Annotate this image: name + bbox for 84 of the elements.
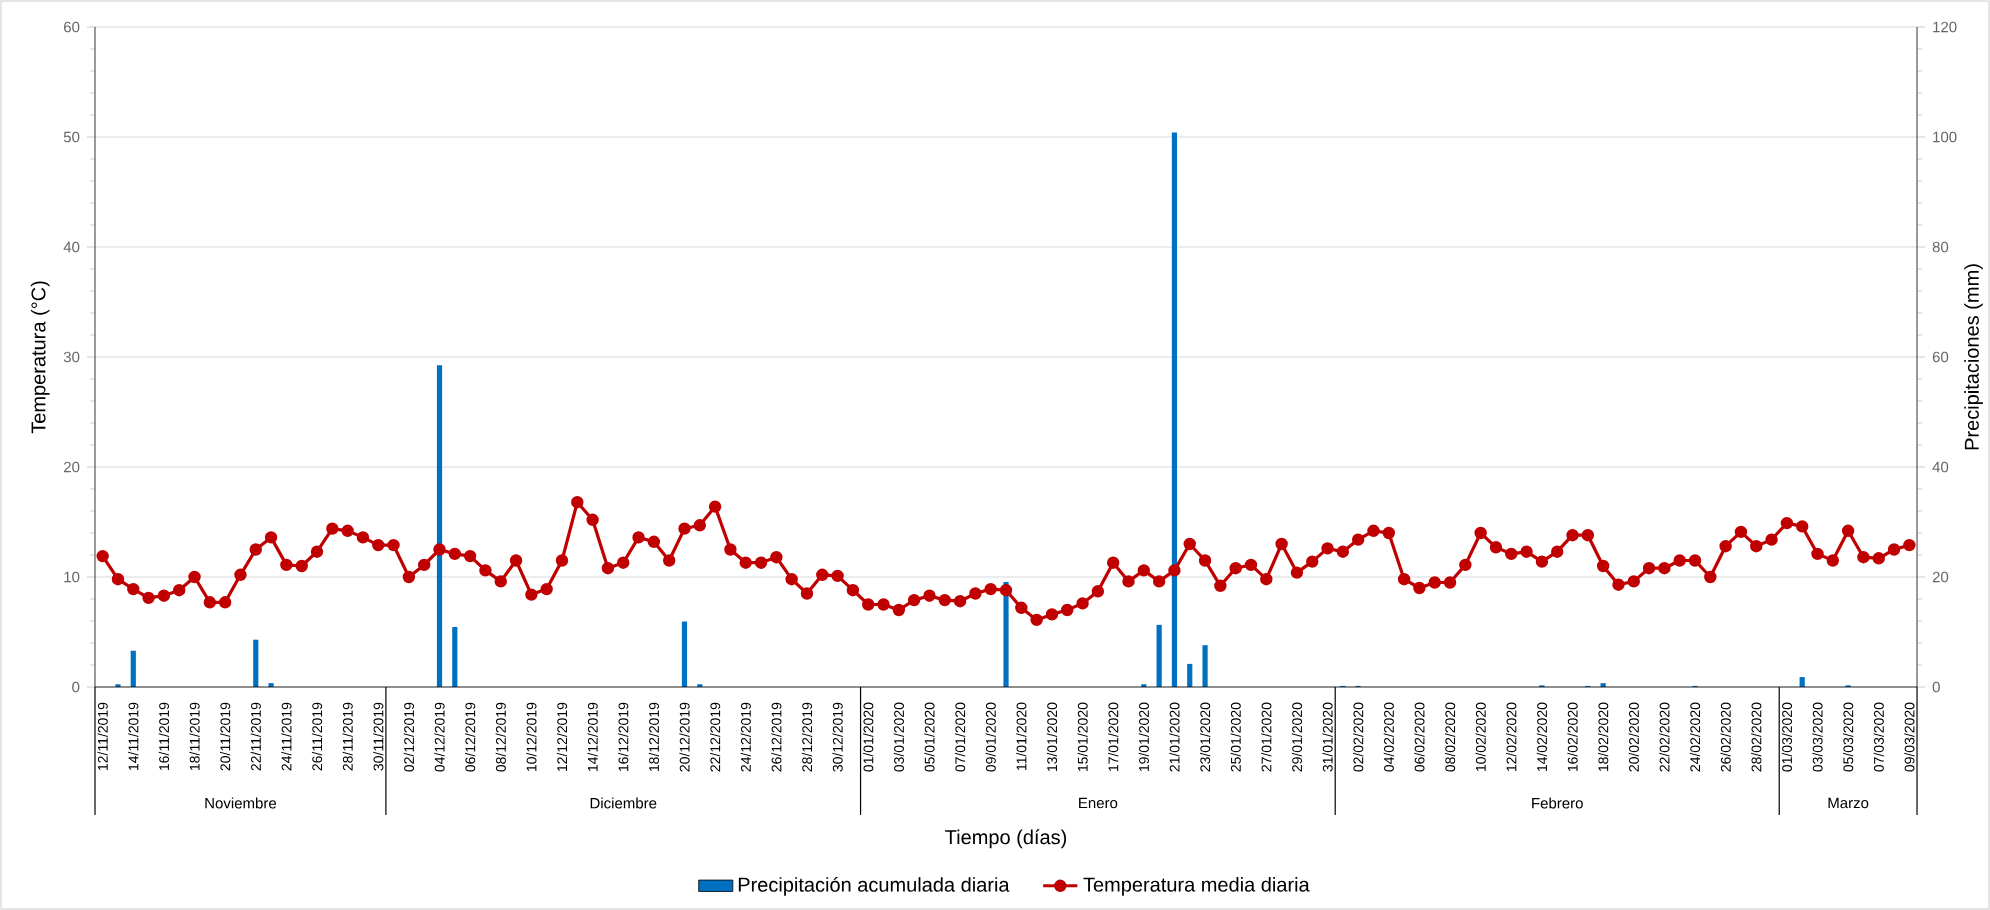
x-tick-label: 05/01/2020 — [924, 702, 935, 772]
x-tick-label: 12/12/2019 — [556, 702, 568, 772]
x-tick-label: 07/01/2020 — [954, 702, 966, 772]
y2-tick-label: 0 — [1932, 681, 1940, 693]
text: Enero — [1079, 797, 1118, 809]
y2-tick-label: 60 — [1932, 351, 1949, 363]
x-tick-label: 20/11/2019 — [220, 702, 231, 771]
x-tick-label: 12/11/2019 — [97, 702, 108, 771]
x-tick-label: 07/03/2020 — [1873, 702, 1884, 772]
x-tick-label: 10/12/2019 — [526, 702, 537, 772]
text: Febrero — [1532, 797, 1583, 809]
y2-axis-title: Precipitaciones (mm) — [1964, 264, 1983, 450]
x-tick-label: 06/02/2020 — [1414, 702, 1425, 772]
x-tick-label: 04/02/2020 — [1383, 702, 1394, 772]
y-axis-title: Temperatura (°C) — [30, 281, 50, 434]
x-tick-label: 22/11/2019 — [250, 702, 261, 771]
x-tick-label: 29/01/2020 — [1291, 702, 1303, 772]
x-tick-label: 20/02/2020 — [1628, 702, 1639, 772]
x-tick-label: 12/02/2020 — [1506, 702, 1517, 772]
x-tick-label: 16/02/2020 — [1567, 702, 1578, 772]
x-tick-label: 02/02/2020 — [1353, 702, 1364, 772]
x-tick-label: 24/11/2019 — [281, 702, 292, 771]
x-tick-label: 18/12/2019 — [648, 702, 659, 772]
text: Marzo — [1828, 797, 1869, 809]
x-tick-label: 01/01/2020 — [863, 702, 874, 772]
x-tick-label: 03/03/2020 — [1812, 702, 1823, 772]
x-tick-label: 14/12/2019 — [587, 702, 598, 772]
y2-tick-label: 80 — [1932, 241, 1949, 253]
x-tick-label: 22/12/2019 — [709, 702, 721, 772]
text: Diciembre — [590, 797, 657, 809]
x-tick-label: 30/11/2019 — [373, 702, 384, 771]
x-tick-label: 26/11/2019 — [311, 702, 323, 771]
x-tick-label: 21/01/2020 — [1169, 702, 1180, 772]
y-tick-label: 50 — [63, 131, 80, 143]
x-tick-label: 14/11/2019 — [128, 702, 139, 771]
x-axis-title: Tiempo (días) — [945, 829, 1067, 849]
x-tick-label: 14/02/2020 — [1536, 702, 1548, 772]
x-tick-label: 02/12/2019 — [403, 702, 415, 772]
x-tick-label: 18/11/2019 — [189, 702, 200, 771]
text: Noviembre — [205, 797, 277, 809]
x-tick-label: 18/02/2020 — [1598, 702, 1609, 772]
x-tick-label: 05/03/2020 — [1843, 702, 1854, 772]
legend-label: Precipitación acumulada diaria — [738, 876, 1010, 896]
x-tick-label: 08/12/2019 — [495, 702, 506, 772]
x-tick-label: 15/01/2020 — [1077, 702, 1088, 772]
x-tick-label: 28/12/2019 — [801, 702, 813, 772]
x-tick-label: 04/12/2019 — [434, 702, 445, 772]
y-tick-label: 60 — [64, 21, 80, 33]
x-tick-label: 26/02/2020 — [1720, 702, 1731, 772]
y-tick-label: 30 — [63, 351, 80, 363]
x-tick-label: 01/03/2020 — [1781, 702, 1793, 772]
x-tick-label: 09/03/2020 — [1904, 702, 1915, 772]
x-tick-label: 27/01/2020 — [1261, 702, 1272, 772]
x-tick-label: 13/01/2020 — [1046, 702, 1058, 772]
x-tick-label: 24/12/2019 — [740, 702, 751, 772]
x-tick-label: 03/01/2020 — [893, 702, 904, 772]
y-tick-label: 20 — [64, 461, 80, 473]
x-tick-label: 20/12/2019 — [679, 702, 690, 772]
x-tick-label: 25/01/2020 — [1230, 702, 1241, 772]
x-tick-label: 16/12/2019 — [618, 702, 629, 772]
x-tick-label: 24/02/2020 — [1689, 702, 1701, 772]
x-tick-label: 06/12/2019 — [465, 702, 476, 772]
x-tick-label: 26/12/2019 — [771, 702, 782, 772]
x-tick-label: 23/01/2020 — [1199, 702, 1211, 772]
x-tick-label: 31/01/2020 — [1322, 702, 1333, 772]
y-tick-label: 10 — [64, 571, 80, 583]
x-tick-label: 10/02/2020 — [1475, 702, 1486, 772]
y2-tick-label: 100 — [1933, 131, 1957, 143]
x-tick-label: 30/12/2019 — [832, 702, 843, 772]
x-tick-label: 11/01/2020 — [1016, 702, 1027, 771]
x-tick-label: 17/01/2020 — [1108, 702, 1119, 772]
y-tick-label: 0 — [72, 681, 80, 693]
x-tick-label: 09/01/2020 — [985, 702, 996, 772]
x-tick-label: 19/01/2020 — [1138, 702, 1149, 772]
y-tick-label: 40 — [63, 241, 80, 253]
x-tick-label: 28/02/2020 — [1751, 702, 1762, 772]
x-tick-label: 08/02/2020 — [1444, 702, 1456, 772]
x-tick-label: 16/11/2019 — [158, 702, 170, 771]
x-tick-label: 28/11/2019 — [342, 702, 353, 771]
y2-tick-label: 40 — [1932, 461, 1949, 473]
y2-tick-label: 20 — [1932, 571, 1949, 583]
x-tick-label: 22/02/2020 — [1659, 702, 1670, 772]
legend-label: Temperatura media diaria — [1083, 877, 1310, 896]
y2-tick-label: 120 — [1933, 21, 1957, 33]
